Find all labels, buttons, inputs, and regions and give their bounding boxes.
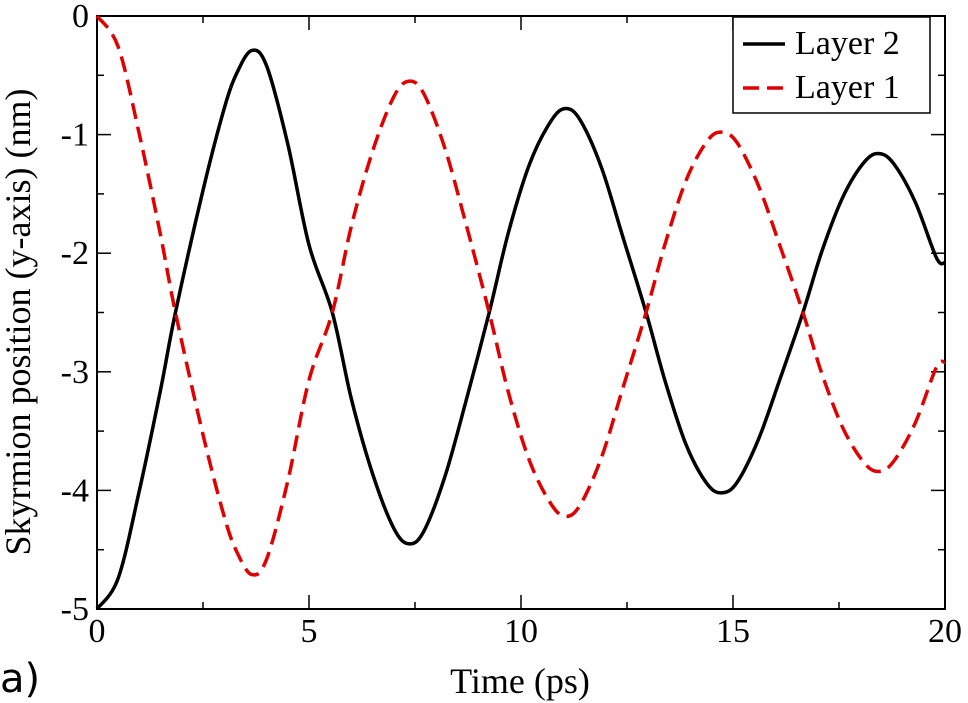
axis-tick-labels: 0 5 10 15 20 0 -1 -2 -3 -4 -5 bbox=[61, 0, 962, 650]
data-series bbox=[95, 14, 946, 611]
y-tick-label: -2 bbox=[61, 235, 89, 272]
y-tick-label: -1 bbox=[61, 117, 89, 154]
series-line-layer-2 bbox=[95, 48, 946, 611]
y-axis-title: Skyrmion position (y-axis) (nm) bbox=[0, 89, 38, 556]
axis-ticks bbox=[96, 15, 946, 610]
legend: Layer 2 Layer 1 bbox=[732, 16, 931, 114]
x-tick-label: 20 bbox=[928, 613, 962, 650]
panel-label: a) bbox=[0, 656, 40, 702]
x-tick-label: 15 bbox=[716, 613, 750, 650]
legend-label-layer-2: Layer 2 bbox=[795, 25, 900, 62]
x-tick-label: 0 bbox=[89, 613, 106, 650]
x-tick-label: 10 bbox=[504, 613, 538, 650]
y-tick-label: -5 bbox=[61, 591, 89, 628]
y-tick-label: -4 bbox=[61, 472, 89, 509]
x-axis-title: Time (ps) bbox=[450, 661, 590, 701]
legend-label-layer-1: Layer 1 bbox=[795, 69, 900, 106]
y-tick-label: -3 bbox=[61, 354, 89, 391]
x-tick-label: 5 bbox=[301, 613, 318, 650]
y-tick-label: 0 bbox=[72, 0, 89, 35]
legend-box bbox=[732, 16, 931, 114]
series-line-layer-1 bbox=[95, 14, 946, 577]
